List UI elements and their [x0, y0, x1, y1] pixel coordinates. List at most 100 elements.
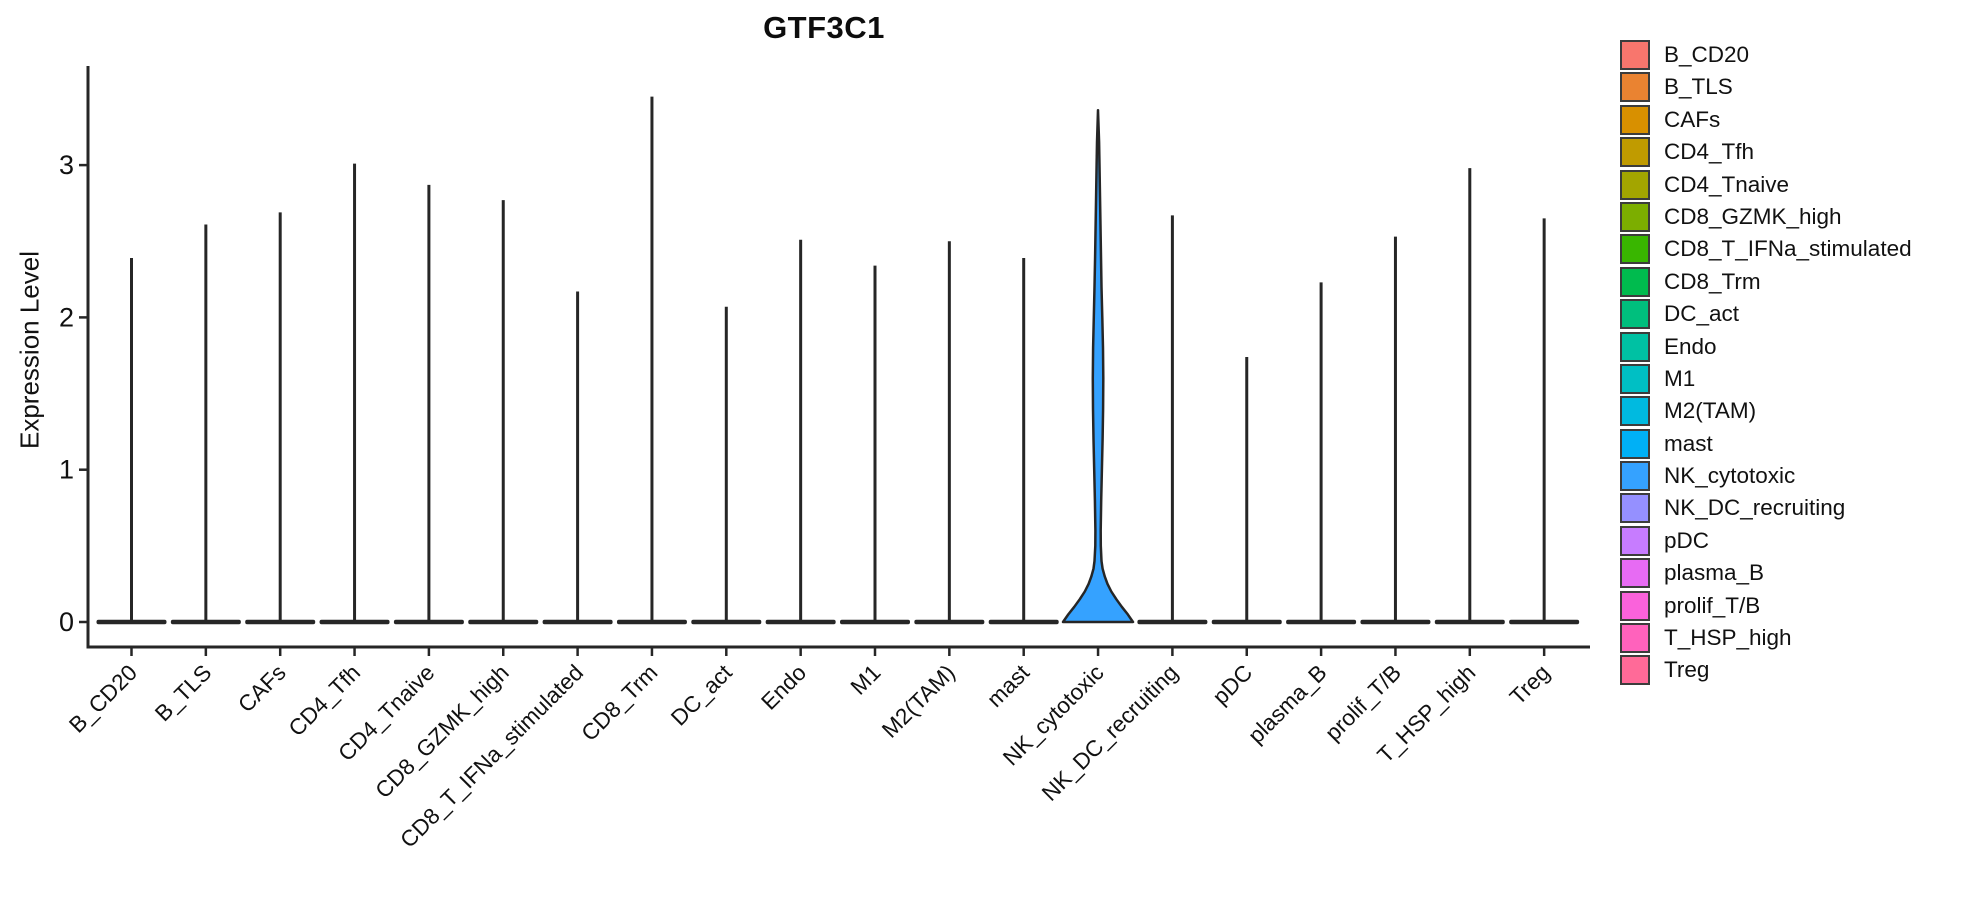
legend-label: CD8_GZMK_high — [1664, 203, 1842, 229]
legend-item: Treg — [1620, 655, 1912, 686]
x-tick-label: NK_DC_recruiting — [1037, 660, 1183, 806]
violin-zero-base — [840, 619, 910, 625]
legend-item: M2(TAM) — [1620, 396, 1912, 427]
violin-zero-base — [1286, 619, 1357, 625]
x-tick-label: B_TLS — [150, 660, 216, 726]
legend-label: mast — [1664, 430, 1713, 456]
y-tick-label: 3 — [59, 150, 74, 180]
legend-label: B_TLS — [1664, 74, 1733, 100]
legend-item: pDC — [1620, 525, 1912, 556]
legend-label: plasma_B — [1664, 560, 1765, 586]
x-tick-label: CAFs — [233, 660, 290, 717]
legend-swatch — [1620, 623, 1650, 654]
violin-zero-base — [468, 619, 539, 625]
legend-swatch — [1620, 40, 1650, 70]
legend-item: CD4_Tnaive — [1620, 169, 1912, 200]
legend-swatch — [1620, 558, 1650, 589]
x-tick-label: M1 — [846, 660, 886, 700]
violin-zero-base — [1211, 619, 1282, 625]
legend-item: CD4_Tfh — [1620, 137, 1912, 168]
legend-label: CD8_Trm — [1664, 268, 1761, 294]
x-tick-label: B_CD20 — [64, 660, 142, 738]
legend-swatch — [1620, 104, 1650, 135]
legend-item: plasma_B — [1620, 558, 1912, 589]
legend-label: NK_cytotoxic — [1664, 463, 1796, 489]
chart-title: GTF3C1 — [763, 10, 885, 45]
legend-label: M1 — [1664, 365, 1696, 391]
legend-swatch — [1620, 493, 1650, 524]
legend-label: Endo — [1664, 333, 1717, 359]
legend-item: Endo — [1620, 331, 1912, 362]
legend-item: prolif_T/B — [1620, 590, 1912, 621]
legend-label: CD4_Tnaive — [1664, 171, 1790, 197]
legend-swatch — [1620, 72, 1650, 103]
legend-label: pDC — [1664, 527, 1710, 553]
legend-swatch — [1620, 331, 1650, 362]
legend: B_CD20 B_TLS CAFs CD4_Tfh CD4_Tnaive CD8_GZMK… — [1620, 40, 1912, 688]
y-tick-label: 0 — [59, 607, 74, 637]
x-tick-label: DC_act — [666, 659, 737, 730]
y-tick-label: 1 — [59, 455, 74, 485]
legend-item: B_TLS — [1620, 72, 1912, 103]
violin-zero-base — [393, 619, 464, 625]
legend-label: CAFs — [1664, 106, 1721, 132]
x-tick-label: plasma_B — [1243, 660, 1331, 748]
legend-swatch — [1620, 234, 1650, 265]
legend-swatch — [1620, 461, 1650, 492]
violin-zero-base — [914, 619, 985, 625]
violin-zero-base — [616, 619, 687, 625]
legend-label: prolif_T/B — [1664, 592, 1761, 618]
legend-swatch — [1620, 169, 1650, 200]
legend-item: mast — [1620, 428, 1912, 459]
legend-item: CAFs — [1620, 104, 1912, 135]
legend-swatch — [1620, 525, 1650, 556]
x-tick-label: Endo — [756, 660, 811, 715]
x-tick-label: mast — [982, 659, 1035, 712]
legend-label: Treg — [1664, 657, 1710, 683]
legend-swatch — [1620, 201, 1650, 232]
legend-item: B_CD20 — [1620, 40, 1912, 70]
x-tick-label: M2(TAM) — [877, 660, 960, 743]
violin-zero-base — [1137, 619, 1208, 625]
legend-item: DC_act — [1620, 299, 1912, 330]
x-tick-label: Treg — [1505, 660, 1555, 710]
violin-zero-base — [691, 619, 762, 625]
violin-zero-base — [319, 619, 390, 625]
legend-swatch — [1620, 137, 1650, 168]
violin-zero-base — [1509, 619, 1580, 625]
legend-item: T_HSP_high — [1620, 623, 1912, 654]
legend-swatch — [1620, 428, 1650, 459]
violin-zero-base — [988, 619, 1059, 625]
legend-label: M2(TAM) — [1664, 398, 1757, 424]
legend-label: CD4_Tfh — [1664, 139, 1755, 165]
violin-nk-cytotoxic — [1061, 109, 1135, 624]
y-tick-label: 2 — [59, 302, 74, 332]
legend-label: DC_act — [1664, 301, 1740, 327]
violin-zero-base — [170, 619, 241, 625]
legend-item: M1 — [1620, 363, 1912, 394]
violin-zero-base — [1434, 619, 1505, 625]
legend-swatch — [1620, 299, 1650, 330]
legend-label: T_HSP_high — [1664, 625, 1792, 651]
violin-zero-base — [542, 619, 613, 625]
violin-zero-base — [245, 619, 316, 625]
x-tick-label: pDC — [1208, 660, 1258, 710]
legend-item: NK_DC_recruiting — [1620, 493, 1912, 524]
legend-item: NK_cytotoxic — [1620, 461, 1912, 492]
legend-swatch — [1620, 396, 1650, 427]
legend-item: CD8_Trm — [1620, 266, 1912, 297]
violin-zero-base — [765, 619, 836, 625]
legend-swatch — [1620, 363, 1650, 394]
x-tick-label: CD8_GZMK_high — [371, 660, 514, 803]
legend-swatch — [1620, 266, 1650, 297]
violin-zero-base — [96, 619, 167, 625]
legend-label: NK_DC_recruiting — [1664, 495, 1846, 521]
x-tick-label: CD8_Trm — [576, 660, 662, 746]
violin-zero-base — [1360, 619, 1431, 625]
legend-swatch — [1620, 655, 1650, 686]
legend-swatch — [1620, 590, 1650, 621]
legend-item: CD8_T_IFNa_stimulated — [1620, 234, 1912, 265]
legend-item: CD8_GZMK_high — [1620, 201, 1912, 232]
legend-label: CD8_T_IFNa_stimulated — [1664, 236, 1912, 262]
